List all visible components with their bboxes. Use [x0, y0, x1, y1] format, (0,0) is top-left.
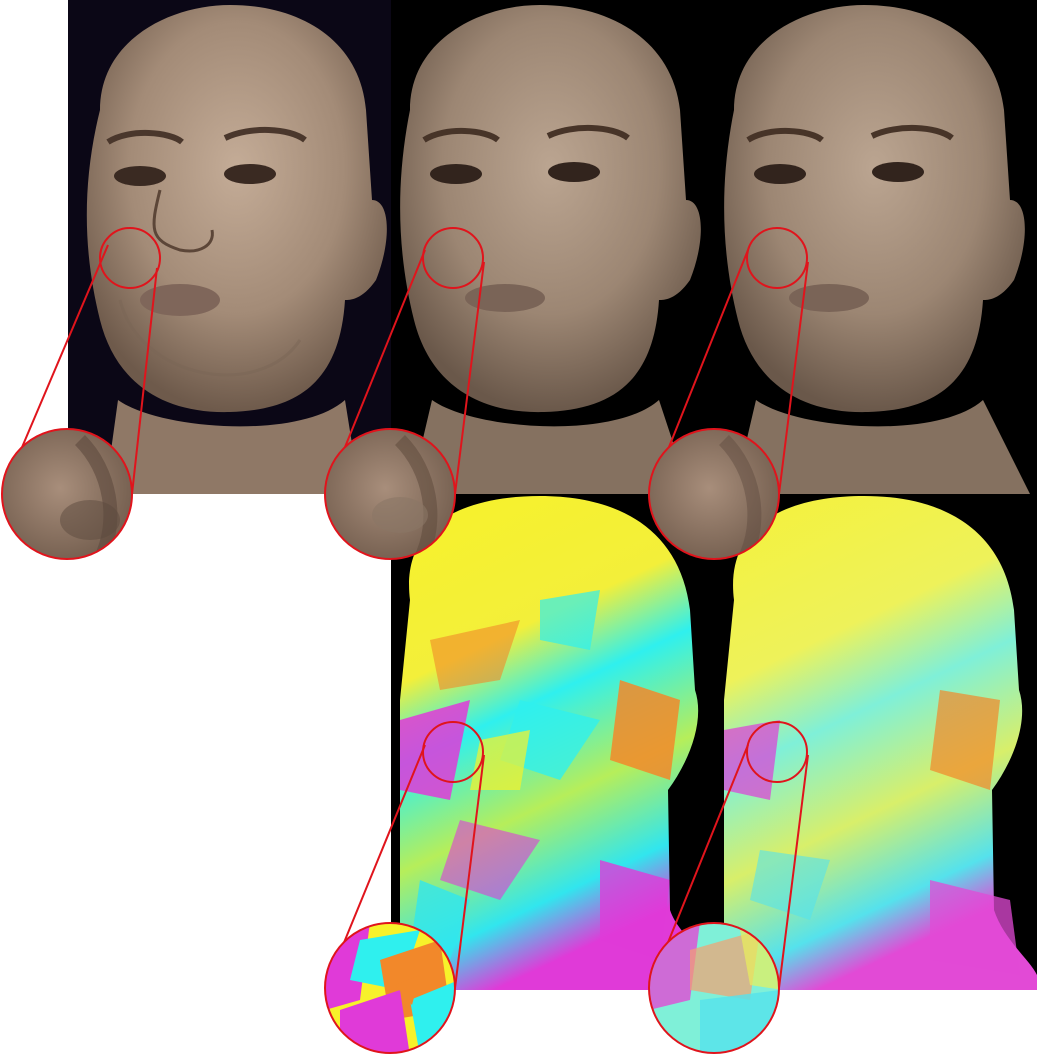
method-a-map — [391, 494, 715, 990]
method-b-map — [714, 494, 1037, 990]
method-a-render — [391, 0, 714, 494]
inset-method-b-map — [648, 922, 780, 1054]
method-b-render — [714, 0, 1037, 494]
inset-method-a-map — [324, 922, 456, 1054]
inset-method-a — [324, 428, 456, 560]
inset-ground-truth — [1, 428, 133, 560]
ground-truth-photo — [68, 0, 391, 494]
zoom-regions — [99, 227, 808, 783]
inset-method-b — [648, 428, 780, 560]
inset-connectors — [19, 244, 809, 989]
